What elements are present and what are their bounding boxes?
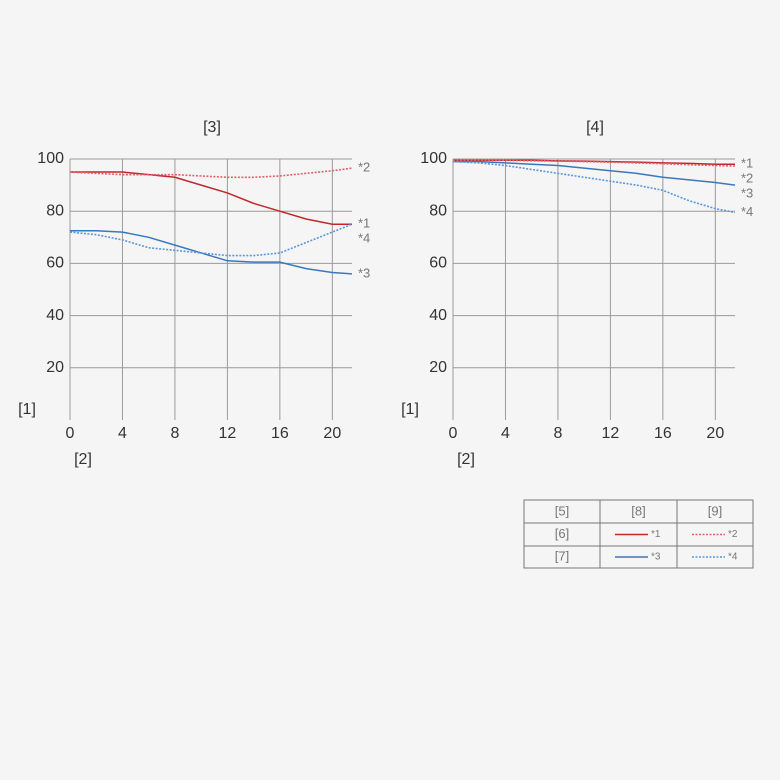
legend-label: *3 [651, 552, 661, 563]
y-tick-label: 60 [46, 255, 64, 272]
x-tick-label: 20 [323, 425, 341, 442]
series-end-label: *2 [741, 171, 753, 186]
y-tick-label: 40 [46, 307, 64, 324]
y-tick-label: 20 [429, 359, 447, 376]
x-axis-label: [2] [74, 451, 92, 468]
y-tick-label: 60 [429, 255, 447, 272]
chart-title: [3] [203, 119, 221, 136]
series-end-label: *3 [358, 265, 370, 280]
x-tick-label: 20 [706, 425, 724, 442]
series-line [453, 159, 736, 167]
table-header: [8] [631, 503, 645, 518]
table-header: [5] [555, 503, 569, 518]
series-line [453, 160, 736, 186]
y-tick-label: 20 [46, 359, 64, 376]
series-line [70, 171, 352, 225]
y-axis-label: [1] [401, 401, 419, 418]
y-tick-label: 80 [429, 202, 447, 219]
x-tick-label: 4 [118, 425, 127, 442]
series-end-label: *3 [741, 186, 753, 201]
table-header: [9] [708, 503, 722, 518]
x-tick-label: 12 [218, 425, 236, 442]
legend-table [523, 499, 754, 569]
x-tick-label: 4 [501, 425, 510, 442]
x-tick-label: 16 [271, 425, 289, 442]
series-line [452, 160, 736, 214]
y-axis-label: [1] [18, 401, 36, 418]
x-tick-label: 8 [170, 425, 179, 442]
table-row-label: [6] [555, 526, 569, 541]
x-tick-label: 16 [654, 425, 672, 442]
table-row-label: [7] [555, 548, 569, 563]
series-end-label: *2 [358, 160, 370, 175]
series-line [69, 167, 353, 179]
series-line [70, 230, 353, 275]
series-line [69, 223, 353, 257]
series-end-label: *1 [741, 156, 753, 171]
series-end-label: *4 [358, 231, 370, 246]
legend-label: *2 [728, 529, 738, 540]
x-tick-label: 8 [553, 425, 562, 442]
legend-label: *1 [651, 529, 661, 540]
x-tick-label: 0 [449, 425, 458, 442]
y-tick-label: 100 [37, 150, 64, 167]
legend-label: *4 [728, 552, 738, 563]
series-end-label: *4 [741, 204, 753, 219]
y-tick-label: 80 [46, 202, 64, 219]
y-tick-label: 40 [429, 307, 447, 324]
x-tick-label: 0 [66, 425, 75, 442]
x-tick-label: 12 [601, 425, 619, 442]
x-axis-label: [2] [457, 451, 475, 468]
chart-title: [4] [586, 119, 604, 136]
series-end-label: *1 [358, 216, 370, 231]
y-tick-label: 100 [420, 150, 447, 167]
